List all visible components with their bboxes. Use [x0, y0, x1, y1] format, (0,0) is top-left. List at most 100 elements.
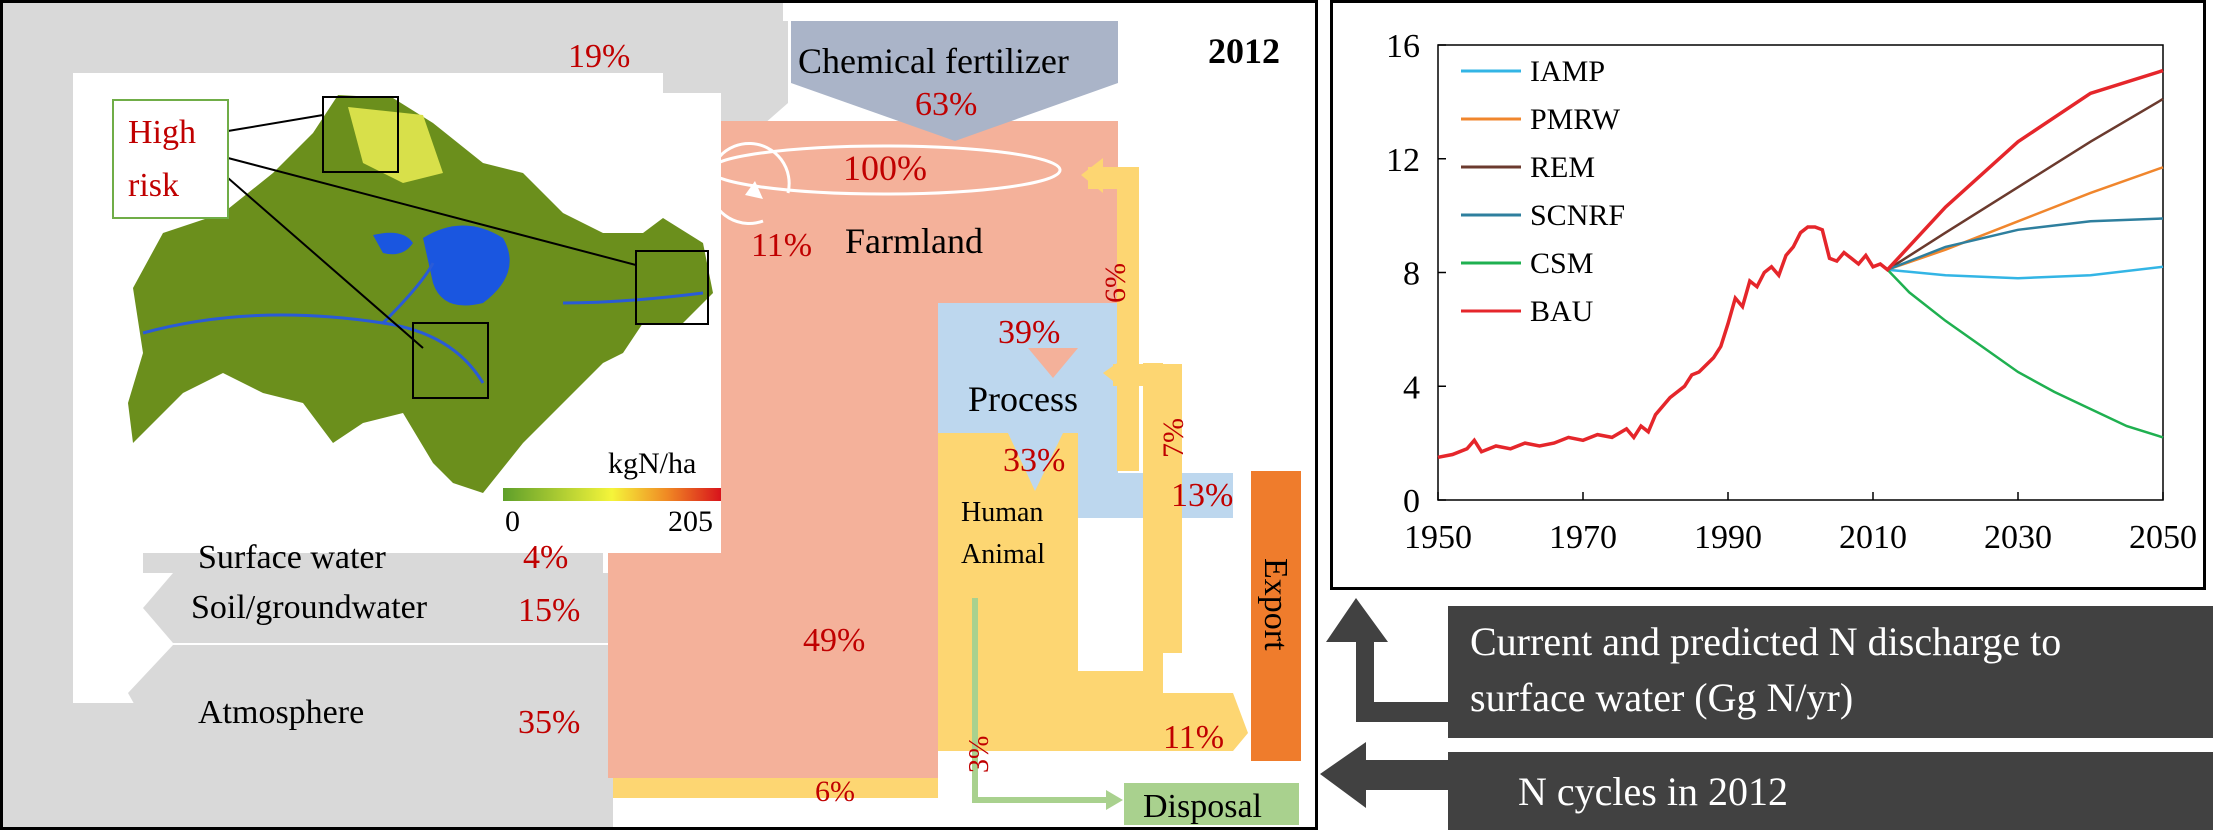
manure-return-arrowhead: [1103, 359, 1123, 389]
map-yellow-patch: [348, 107, 443, 183]
caption-arrows: [1320, 598, 1448, 808]
n-discharge-chart-panel: 1950 1970 1990 2010 2030 2050 0 4 8 12 16 IAMP PMRW…: [1330, 0, 2206, 590]
fertilizer-label: Chemical fertilizer: [798, 41, 1069, 81]
lake: [423, 225, 510, 306]
legend-label-scnrf: SCNRF: [1530, 199, 1625, 232]
disposal-box: [1124, 783, 1299, 825]
process-to-human-arrow: [1008, 433, 1063, 491]
series-line-bau: [1437, 68, 2164, 460]
top-return-flow: [3, 3, 1315, 21]
series-line-scnrf: [1887, 217, 2164, 271]
high-risk-box-3: [412, 322, 489, 399]
return-flow-pct: 6%: [1099, 263, 1132, 303]
human-animal-block: [938, 363, 1248, 751]
process-label: Process: [968, 379, 1078, 419]
color-scale-bar: [503, 488, 721, 501]
risk-pointer-1: [227, 114, 324, 132]
series-line-iamp: [1887, 265, 2164, 280]
manure-return-flow: [1113, 364, 1182, 653]
cycles-caption: N cycles in 2012: [1518, 769, 1788, 814]
n-cycle-diagram-panel: High risk kgN/ha 0 205 2012 Chemical fer…: [0, 0, 1318, 830]
year-label: 2012: [1208, 31, 1280, 71]
x-tick-label: 2050: [2129, 519, 2197, 556]
x-tick-label: 1990: [1694, 519, 1762, 556]
farmland-to-process-pct: 39%: [998, 314, 1060, 351]
farmland-pct: 100%: [843, 148, 927, 188]
export-box: [1251, 471, 1301, 761]
risk-map-inset: High risk kgN/ha 0 205: [111, 93, 721, 553]
risk-pointer-3: [227, 177, 424, 349]
export-pct: 13%: [1171, 477, 1233, 514]
lake-small: [373, 232, 413, 255]
n-cycle-diagram: High risk kgN/ha 0 205 2012 Chemical fer…: [3, 3, 1315, 827]
legend-label-csm: CSM: [1530, 247, 1593, 280]
y-tick-label: 4: [1403, 369, 1420, 406]
chart-caption-line1: Current and predicted N discharge to: [1470, 619, 2062, 664]
farmland-recycle-pct: 11%: [751, 227, 812, 264]
soil-groundwater-arrow: [143, 573, 608, 643]
map-unit-label: kgN/ha: [608, 447, 696, 480]
farmland-to-process-arrow: [1028, 348, 1078, 378]
series-line-csm: [1886, 268, 2164, 439]
farmland-block: [603, 121, 1118, 778]
high-risk-box-2: [635, 250, 709, 325]
animal-label: Animal: [961, 539, 1045, 570]
rivers: [142, 262, 704, 384]
atmosphere-arrow: [128, 645, 608, 773]
atmosphere-label: Atmosphere: [198, 694, 364, 731]
x-tick-label: 1950: [1404, 519, 1472, 556]
y-tick-label: 16: [1386, 28, 1420, 65]
cycles-caption-box: N cycles in 2012: [1448, 752, 2213, 830]
scale-max-label: 205: [668, 505, 713, 538]
n-discharge-line-chart: 1950 1970 1990 2010 2030 2050 0 4 8 12 16 IAMP PMRW…: [1386, 28, 2197, 556]
farmland-label: Farmland: [845, 221, 983, 261]
y-tick-label: 8: [1403, 256, 1420, 293]
legend-label-bau: BAU: [1530, 295, 1594, 328]
up-arrow-to-chart: [1326, 598, 1448, 722]
fertilizer-pct: 63%: [915, 86, 977, 123]
chart-caption-line2: surface water (Gg N/yr): [1470, 675, 1854, 720]
legend-label-pmrw: PMRW: [1530, 103, 1621, 136]
surface-water-label: Surface water: [198, 539, 387, 576]
legend-label-iamp: IAMP: [1530, 55, 1605, 88]
scale-min-label: 0: [505, 505, 520, 538]
surface-water-pct: 4%: [523, 539, 568, 576]
human-label: Human: [961, 497, 1043, 528]
disposal-label: Disposal: [1143, 788, 1262, 825]
disposal-arrowhead: [1106, 790, 1123, 810]
high-risk-box-1: [322, 96, 399, 173]
high-risk-label-box: [112, 99, 229, 219]
farmland-top: [723, 121, 1118, 303]
main-loss-pct: 49%: [803, 622, 865, 659]
soil-groundwater-label: Soil/groundwater: [191, 589, 428, 626]
series-lines: [1437, 68, 2164, 460]
soil-groundwater-pct: 15%: [518, 592, 580, 629]
legend-label-rem: REM: [1530, 151, 1595, 184]
axis-ticks: 1950 1970 1990 2010 2030 2050 0 4 8 12 16: [1386, 28, 2197, 556]
y-tick-label: 12: [1386, 142, 1420, 179]
chart-caption-box: Current and predicted N discharge to sur…: [1448, 606, 2213, 738]
human-to-disposal-flow: [613, 778, 938, 798]
human-export-pct: 11%: [1163, 719, 1224, 756]
outer-grey-loop: [3, 21, 788, 703]
disposal-branch-pct: 3%: [964, 736, 995, 773]
x-tick-label: 2030: [1984, 519, 2052, 556]
atmosphere-pct: 35%: [518, 704, 580, 741]
chemical-fertilizer-input: [791, 21, 1118, 141]
high-risk-label-line1: High: [128, 114, 196, 151]
export-label: Export: [1257, 558, 1294, 651]
top-flow-pct: 19%: [568, 38, 630, 75]
manure-return-pct: 7%: [1157, 418, 1190, 458]
y-tick-label: 0: [1403, 483, 1420, 520]
bottom-flow-pct: 6%: [815, 775, 855, 808]
process-to-human-pct: 33%: [1003, 442, 1065, 479]
left-arrow-to-diagram: [1320, 742, 1448, 808]
risk-pointer-2: [227, 157, 637, 266]
watershed-map: [128, 95, 713, 493]
farmland-recycle-arrowhead: [745, 181, 763, 199]
chart-legend: IAMP PMRW REM SCNRF CSM BAU: [1461, 55, 1625, 328]
return-flow-arrowhead: [1081, 158, 1103, 193]
x-tick-label: 2010: [1839, 519, 1907, 556]
x-tick-label: 1970: [1549, 519, 1617, 556]
high-risk-label-line2: risk: [128, 167, 179, 204]
